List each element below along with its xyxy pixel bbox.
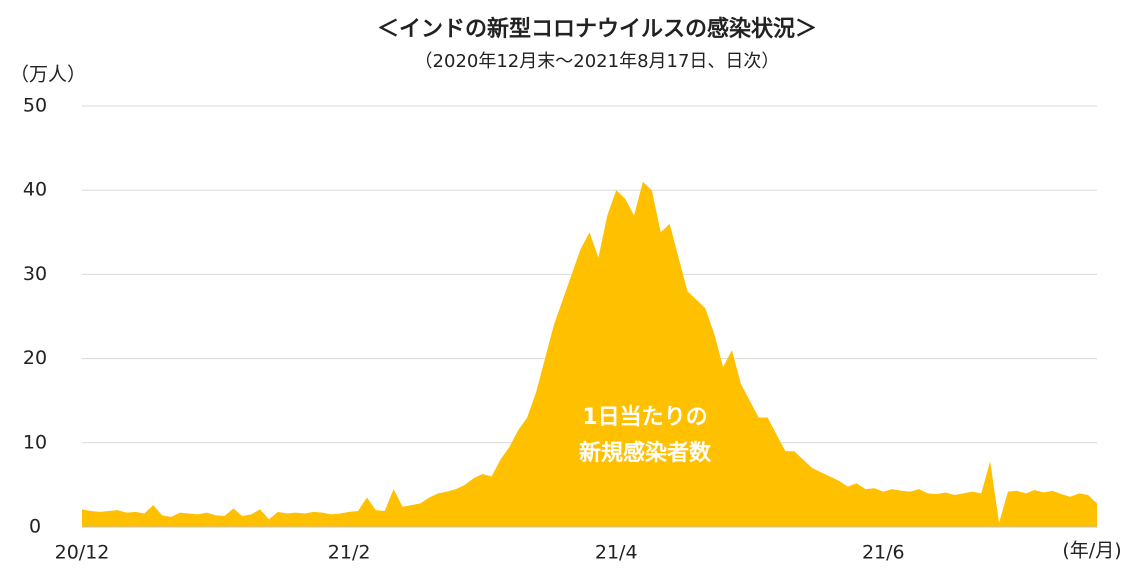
area xyxy=(82,181,1097,527)
x-tick-label: 21/6 xyxy=(862,542,905,564)
y-tick-label: 10 xyxy=(23,431,47,453)
annotation: 新規感染者数 xyxy=(579,440,712,466)
chart-title: ＜インドの新型コロナウイルスの感染状況＞ xyxy=(377,16,817,42)
y-tick-label: 20 xyxy=(23,347,47,369)
y-tick-label: 40 xyxy=(23,179,47,201)
x-tick-label: 21/4 xyxy=(595,542,638,564)
y-axis-label: （万人） xyxy=(10,64,86,86)
y-tick-label: 0 xyxy=(29,516,41,538)
annotation: 1日当たりの xyxy=(582,405,707,430)
x-axis-label: (年/月) xyxy=(1062,540,1121,562)
y-tick-label: 30 xyxy=(23,263,47,285)
x-tick-label: 21/2 xyxy=(328,542,371,564)
y-tick-label: 50 xyxy=(23,95,47,117)
chart-subtitle: （2020年12月末～2021年8月17日、日次） xyxy=(415,51,780,72)
x-tick-label: 20/12 xyxy=(55,542,110,564)
